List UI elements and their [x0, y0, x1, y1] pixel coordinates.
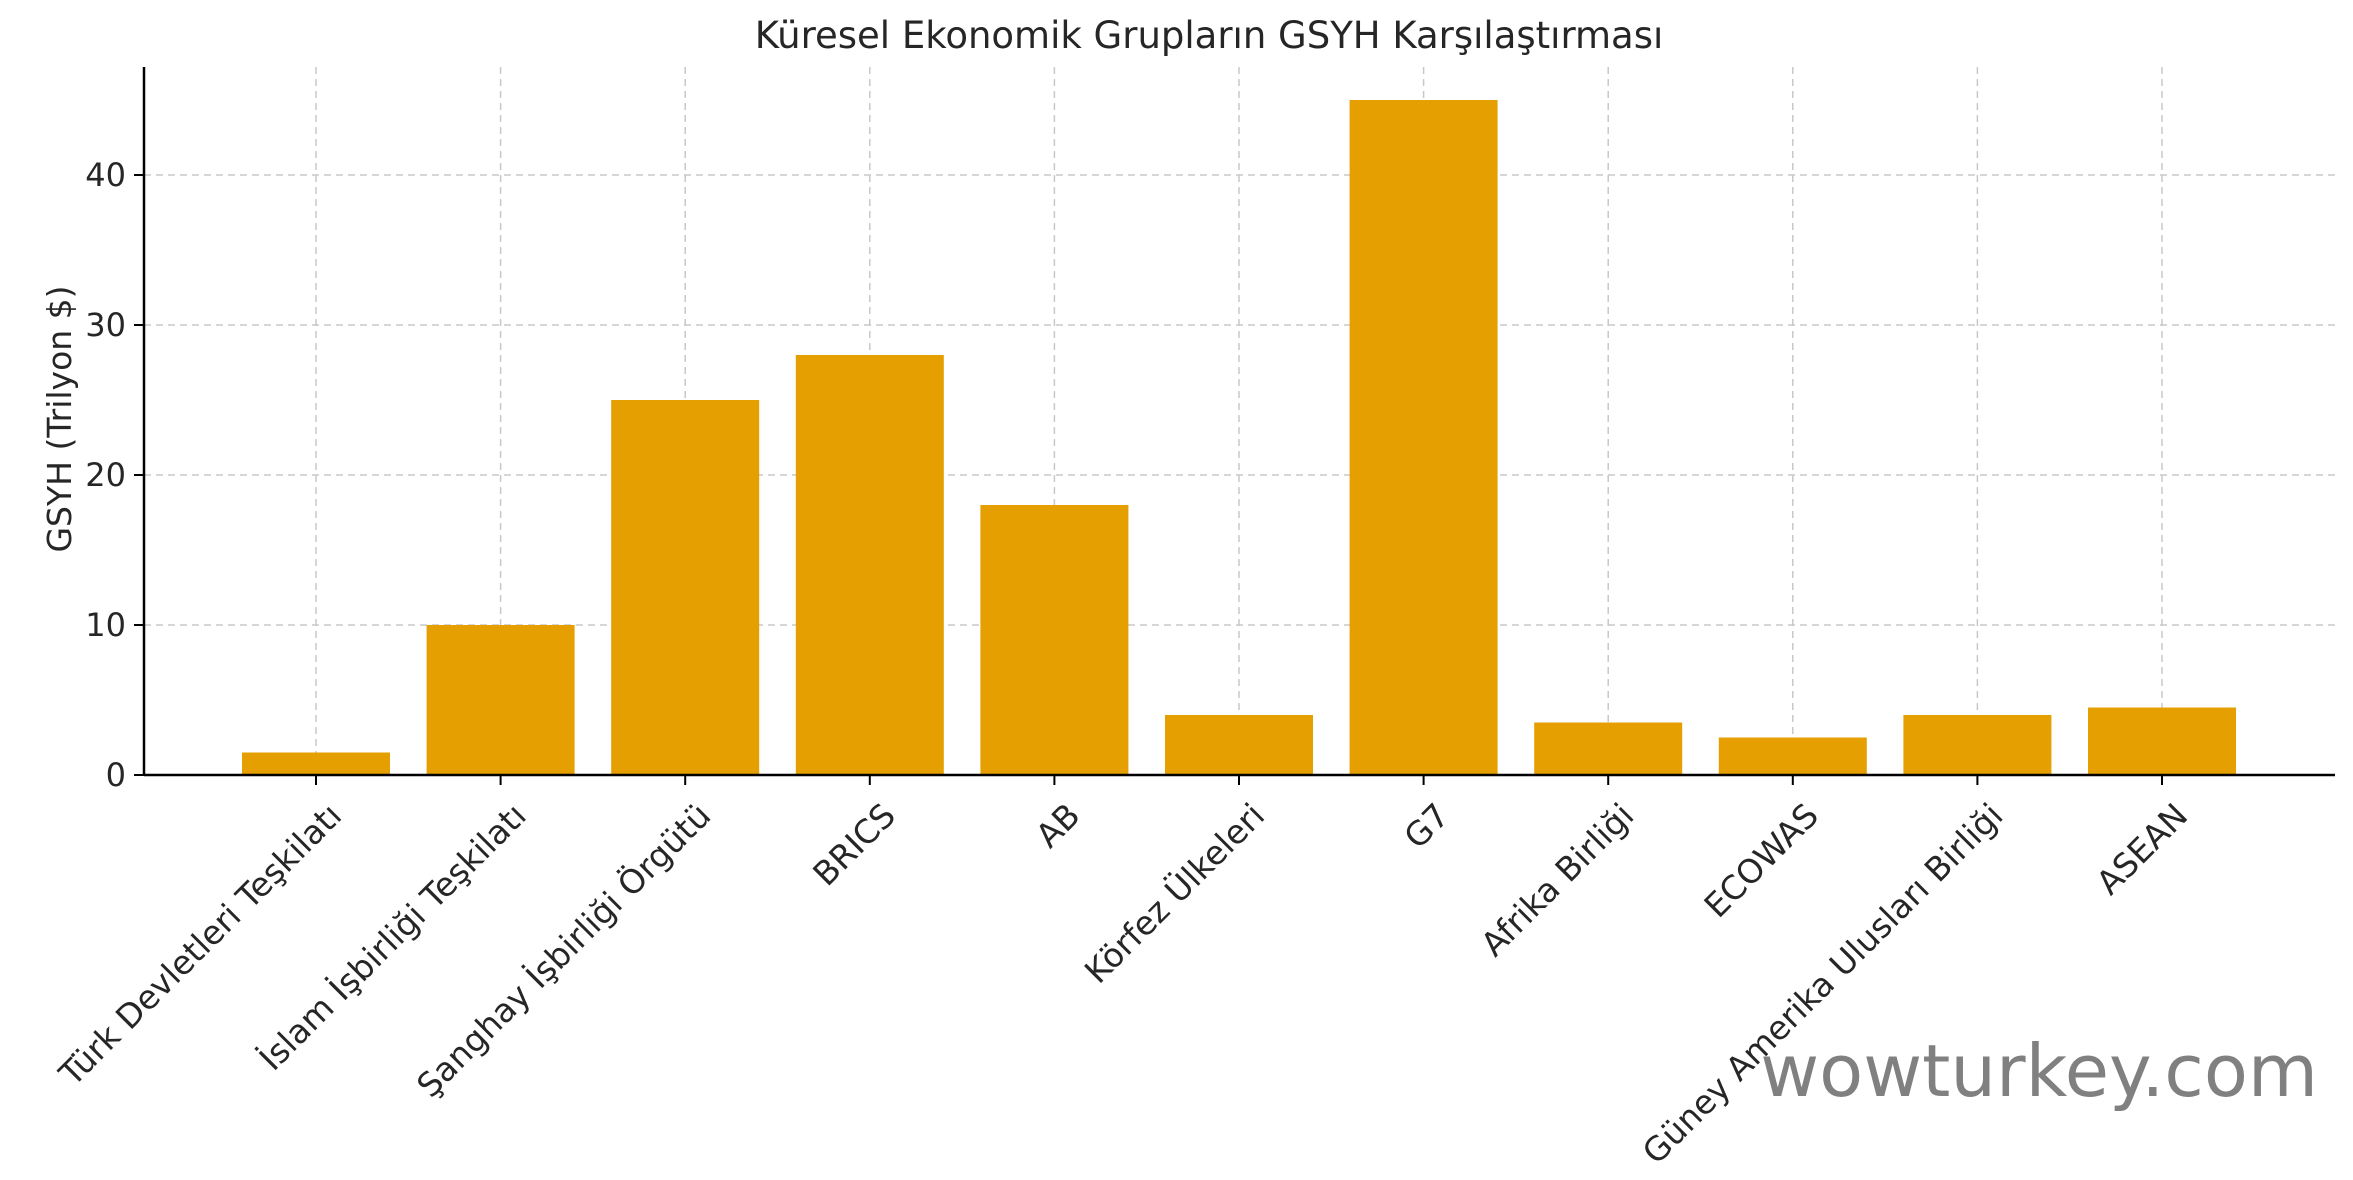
- bar: [1718, 737, 1867, 775]
- x-tick-label: ECOWAS: [1696, 796, 1826, 926]
- x-tick-label: AB: [1028, 796, 1088, 856]
- x-tick-label: ASEAN: [2089, 796, 2196, 903]
- bar: [1165, 715, 1313, 775]
- bar: [242, 752, 390, 775]
- x-tick-label: Güney Amerika Ulusları Birliği: [1635, 796, 2011, 1172]
- y-axis-ticks: 0 10 20 30 40: [85, 156, 144, 794]
- bar: [426, 625, 575, 775]
- x-tick-label: G7: [1396, 796, 1457, 857]
- y-tick-label: 30: [85, 306, 126, 344]
- bar: [1903, 715, 2052, 775]
- bar: [1349, 100, 1498, 775]
- x-tick-label: Afrika Birliği: [1473, 796, 1641, 964]
- bar: [611, 400, 760, 775]
- x-tick-label: BRICS: [805, 796, 903, 894]
- bar: [980, 505, 1129, 775]
- bar: [795, 355, 944, 775]
- chart-title: Küresel Ekonomik Grupların GSYH Karşılaş…: [755, 14, 1664, 57]
- watermark-text: wowturkey.com: [1760, 1029, 2318, 1113]
- x-tick-label: Körfez Ülkeleri: [1076, 795, 1272, 991]
- y-tick-label: 20: [85, 456, 126, 494]
- bar: [1534, 722, 1683, 775]
- y-axis-label: GSYH (Trilyon $): [40, 285, 79, 552]
- y-tick-label: 0: [106, 756, 126, 794]
- bar: [2088, 707, 2236, 775]
- y-tick-label: 10: [85, 606, 126, 644]
- y-tick-label: 40: [85, 156, 126, 194]
- bars: [242, 100, 2236, 775]
- x-tick-label: Şanghay İşbirliği Örgütü: [408, 795, 718, 1105]
